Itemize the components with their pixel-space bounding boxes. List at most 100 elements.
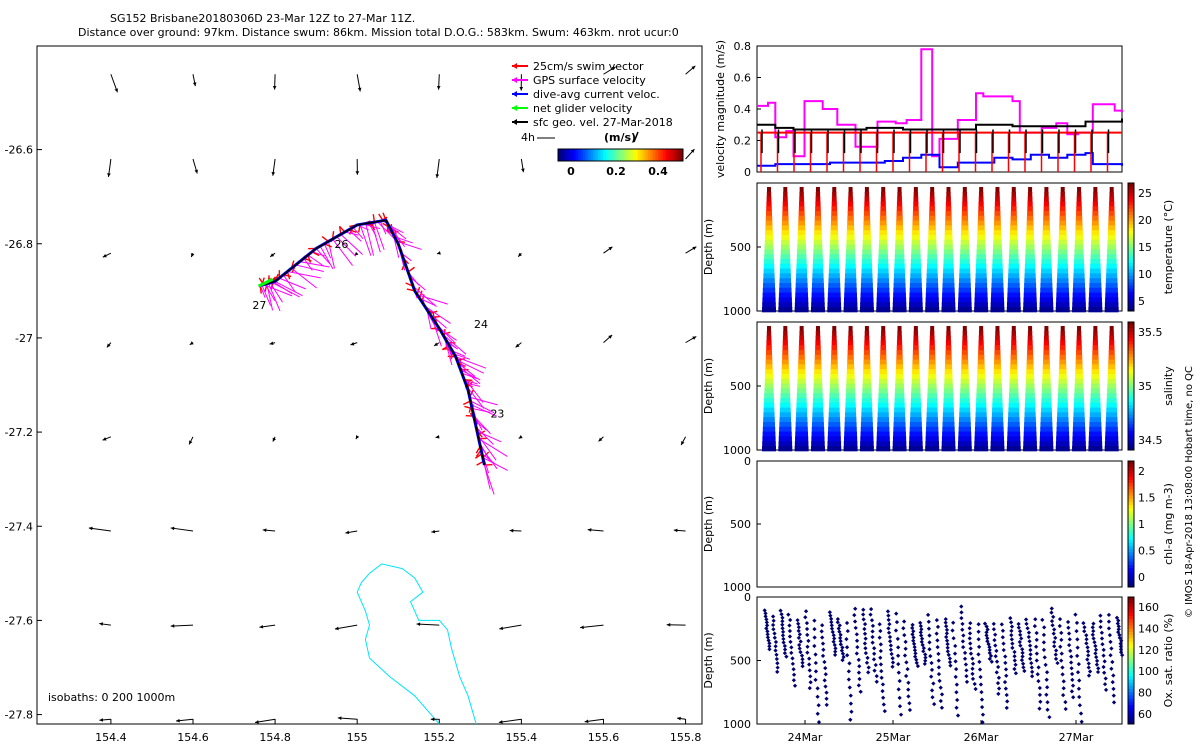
oxygen-point	[780, 629, 786, 634]
map-y-tick-label: -27.2	[5, 426, 33, 439]
temperature-profile-cell	[942, 283, 955, 289]
salinity-profile-cell	[1027, 335, 1033, 341]
colorbar-swatch	[568, 149, 571, 161]
oxygen-point	[1106, 619, 1112, 624]
temperature-profile-cell	[1011, 196, 1017, 202]
oxygen-colorbar-swatch	[1128, 701, 1134, 706]
gps-velocity-vector	[471, 404, 497, 417]
temperature-profile-cell	[1060, 191, 1065, 198]
temperature-profile-cell	[1039, 307, 1054, 313]
salinity-profile-cell	[796, 407, 808, 413]
salinity-profile-cell	[779, 417, 792, 423]
temperature-profile-cell	[1076, 211, 1083, 217]
salinity-profile-cell	[1027, 340, 1033, 346]
oxygen-point	[880, 688, 885, 694]
temperature-profile-cell	[1010, 225, 1018, 231]
oxygen-point	[919, 636, 925, 641]
temperature-profile-cell	[814, 225, 822, 231]
salinity-profile-cell	[860, 441, 874, 447]
oxygen-colorbar-swatch	[1128, 616, 1134, 620]
temperature-profile-cell	[929, 206, 935, 212]
oxygen-colorbar-swatch	[1128, 650, 1134, 655]
temperature-profile-cell	[929, 196, 935, 202]
salinity-profile-cell	[828, 426, 841, 433]
colorbar-swatch	[603, 149, 606, 161]
temperature-profile-cell	[1108, 206, 1115, 212]
temperature-profile-cell	[828, 283, 841, 289]
oxygen-point	[993, 632, 998, 637]
salinity-profile-cell	[844, 412, 857, 418]
temperature-profile-cell	[762, 307, 776, 313]
oxygen-point	[1090, 625, 1095, 630]
chla-colorbar-swatch	[1128, 533, 1134, 538]
oxygen-colorbar-swatch	[1128, 609, 1134, 614]
temperature-profile-cell	[881, 191, 886, 198]
salinity-profile-cell	[795, 417, 808, 423]
salinity-profile-cell	[990, 441, 1005, 447]
salinity-profile-cell	[876, 431, 890, 437]
oxygen-x-tick-label: 27Mar	[1059, 731, 1094, 744]
oxygen-point	[1012, 654, 1017, 659]
salinity-profile-cell	[846, 374, 855, 380]
oxygen-point	[968, 641, 973, 646]
colorbar-swatch	[653, 149, 656, 161]
salinity-profile-cell	[799, 330, 804, 337]
oxygen-point	[1027, 639, 1032, 644]
oxygen-point	[923, 655, 928, 660]
salinity-profile-cell	[862, 378, 872, 385]
salinity-colorbar-swatch	[1128, 354, 1134, 358]
salinity-profile-cell	[1090, 393, 1101, 399]
salinity-profile-cell	[1009, 374, 1018, 380]
oxygen-point	[764, 617, 769, 622]
salinity-profile-cell	[895, 383, 904, 389]
salinity-profile-cell	[762, 426, 776, 433]
gps-velocity-vector	[442, 333, 467, 355]
oxygen-point	[918, 623, 923, 629]
map-x-tick-label: 155.8	[670, 731, 702, 744]
salinity-colorbar-swatch	[1128, 366, 1134, 371]
temperature-profile-cell	[962, 196, 968, 202]
salinity-profile-cell	[878, 402, 889, 409]
salinity-colorbar-swatch	[1128, 325, 1134, 329]
salinity-profile-cell	[1106, 398, 1117, 404]
oxygen-point	[838, 635, 843, 641]
colorbar-swatch	[670, 149, 674, 161]
salinity-profile-cell	[959, 402, 971, 409]
temperature-profile-cell	[844, 273, 857, 279]
salinity-colorbar-swatch	[1128, 414, 1134, 419]
temperature-profile-cell	[1044, 196, 1049, 202]
geo-velocity-arrowhead	[350, 341, 355, 346]
temperature-profile-cell	[892, 302, 907, 308]
salinity-profile-cell	[912, 369, 920, 375]
salinity-profile-cell	[764, 378, 774, 385]
oxygen-point	[1095, 669, 1101, 675]
temperature-profile-cell	[926, 263, 938, 270]
oxygen-point	[1045, 700, 1050, 705]
oxygen-point	[932, 702, 937, 707]
oxygen-point	[894, 619, 900, 625]
oxygen-point	[894, 611, 899, 616]
temperature-profile-cell	[1090, 244, 1100, 250]
temperature-profile-cell	[1042, 235, 1051, 241]
salinity-profile-cell	[1105, 422, 1118, 428]
oxygen-colorbar-swatch	[1128, 704, 1134, 709]
salinity-profile-cell	[994, 345, 1001, 351]
oxygen-point	[1044, 677, 1049, 682]
temperature-profile-cell	[861, 263, 873, 270]
oxygen-point	[763, 611, 768, 616]
temperature-profile-cell	[962, 187, 967, 193]
oxygen-point	[1043, 662, 1048, 667]
oxygen-point	[914, 657, 919, 662]
salinity-profile-cell	[912, 354, 920, 361]
oxygen-point	[945, 645, 950, 650]
oxygen-point	[970, 661, 976, 666]
salinity-colorbar-swatch	[1128, 373, 1134, 377]
oxygen-colorbar-swatch	[1128, 641, 1134, 646]
oxygen-point	[1110, 680, 1115, 685]
salinity-profile-cell	[1076, 330, 1082, 337]
salinity-profile-cell	[1058, 374, 1067, 380]
salinity-profile-cell	[877, 422, 890, 428]
temperature-profile-cell	[779, 287, 792, 294]
geo-velocity-arrowhead	[435, 174, 440, 178]
oxygen-point	[938, 698, 943, 704]
